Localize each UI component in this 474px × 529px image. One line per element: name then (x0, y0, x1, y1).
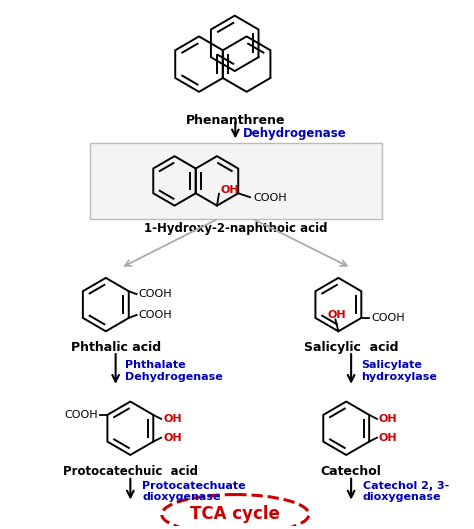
Text: OH: OH (379, 414, 398, 424)
Text: OH: OH (327, 311, 346, 321)
Text: COOH: COOH (371, 313, 405, 323)
Text: OH: OH (221, 185, 239, 195)
Text: OH: OH (163, 414, 182, 424)
Text: Salicylate
hydroxylase: Salicylate hydroxylase (361, 360, 437, 381)
Text: Protocatechuic  acid: Protocatechuic acid (63, 465, 198, 478)
Text: Salicylic  acid: Salicylic acid (304, 341, 398, 354)
Text: Catechol 2, 3-
dioxygenase: Catechol 2, 3- dioxygenase (363, 481, 449, 503)
Text: COOH: COOH (138, 310, 172, 320)
Text: Dehydrogenase: Dehydrogenase (243, 127, 347, 140)
Text: Catechol: Catechol (321, 465, 382, 478)
Text: COOH: COOH (138, 289, 172, 299)
Text: TCA cycle: TCA cycle (191, 505, 280, 523)
Text: Protocatechuate
dioxygenase: Protocatechuate dioxygenase (142, 481, 246, 503)
Text: Phthalic acid: Phthalic acid (71, 341, 161, 354)
Text: COOH: COOH (253, 193, 287, 203)
Text: Phenanthrene: Phenanthrene (186, 114, 285, 126)
Text: OH: OH (379, 433, 398, 443)
Text: 1-Hydroxy-2-naphthoic acid: 1-Hydroxy-2-naphthoic acid (144, 223, 327, 235)
Text: OH: OH (163, 433, 182, 443)
Text: Phthalate
Dehydrogenase: Phthalate Dehydrogenase (126, 360, 223, 381)
Text: COOH: COOH (64, 410, 98, 420)
FancyBboxPatch shape (90, 143, 382, 220)
